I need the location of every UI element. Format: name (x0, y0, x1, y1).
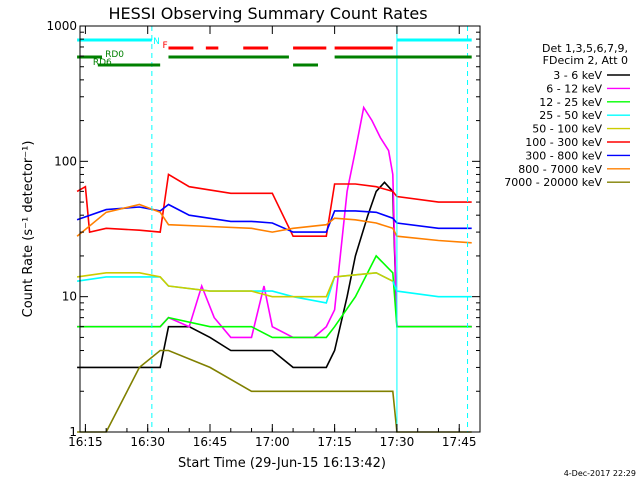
state-bar-label-f: F (162, 41, 167, 51)
legend-header-0: Det 1,3,5,6,7,9, (542, 42, 628, 55)
series-line-25-50-kev (76, 271, 472, 304)
chart-title: HESSI Observing Summary Count Rates (108, 4, 427, 23)
x-tick-label-1: 16:30 (130, 435, 165, 449)
legend-header-1: FDecim 2, Att 0 (543, 54, 628, 67)
legend-label-7000-20000-kev: 7000 - 20000 keV (504, 176, 602, 189)
state-bar-label-n: N (153, 37, 160, 47)
series-lines (76, 105, 472, 433)
state-bar-label-rd0: RD0 (105, 50, 124, 60)
legend-label-800-7000-kev: 800 - 7000 keV (518, 163, 602, 176)
x-tick-label-4: 17:15 (317, 435, 352, 449)
y-tick-label-0: 1 (69, 425, 77, 439)
legend-label-300-800-kev: 300 - 800 keV (525, 149, 602, 162)
legend-label-6-12-kev: 6 - 12 keV (546, 82, 602, 95)
series-line-50-100-kev (76, 271, 394, 298)
x-axis-label: Start Time (29-Jun-15 16:13:42) (178, 456, 386, 471)
x-tick-label-5: 17:30 (380, 435, 415, 449)
y-tick-label-2: 100 (54, 154, 77, 168)
state-bar-label-rd6: RD6 (93, 58, 112, 68)
legend: Det 1,3,5,6,7,9,FDecim 2, Att 0 3 - 6 keV… (504, 42, 630, 189)
y-axis-label: Count Rate (s⁻¹ detector⁻¹) (21, 141, 36, 318)
x-tick-label-3: 17:00 (255, 435, 290, 449)
series-line-800-7000-kev (76, 203, 472, 244)
legend-label-50-100-kev: 50 - 100 keV (532, 123, 602, 136)
series-line-3-6-kev (77, 181, 472, 369)
series-line-7000-20000-kev (77, 349, 472, 433)
x-tick-label-0: 16:15 (68, 435, 103, 449)
footer-timestamp: 4-Dec-2017 22:29 (564, 469, 636, 478)
series-line-6-12-kev (77, 105, 472, 339)
legend-label-25-50-kev: 25 - 50 keV (539, 109, 602, 122)
series-line-100-300-kev (76, 173, 472, 237)
series-line-300-800-kev (76, 203, 472, 233)
x-tick-label-6: 17:45 (442, 435, 477, 449)
axes: 16:15 16:30 16:45 17:00 17:15 17:30 17:45 1 10 10… (46, 19, 481, 449)
legend-label-3-6-kev: 3 - 6 keV (553, 69, 602, 82)
y-tick-label-1: 10 (62, 290, 77, 304)
marker-lines (151, 26, 469, 432)
y-tick-label-3: 1000 (46, 19, 77, 33)
legend-label-12-25-kev: 12 - 25 keV (539, 96, 602, 109)
plot-frame (79, 25, 481, 433)
legend-label-100-300-kev: 100 - 300 keV (525, 136, 602, 149)
x-tick-label-2: 16:45 (193, 435, 228, 449)
series-line-12-25-kev (77, 254, 472, 339)
